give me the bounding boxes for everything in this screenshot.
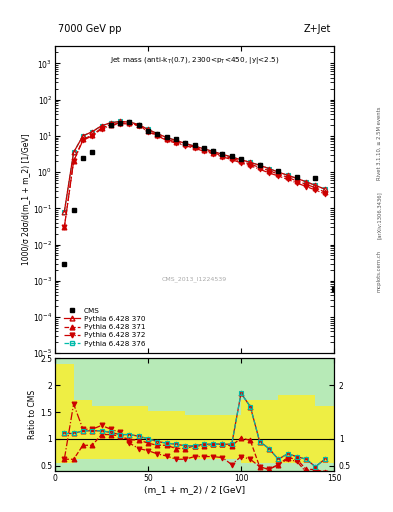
Y-axis label: 1000/σ 2dσ/d(m_1 + m_2) [1/GeV]: 1000/σ 2dσ/d(m_1 + m_2) [1/GeV] (21, 134, 30, 266)
Bar (111, 406, 148, 459)
Text: Rivet 3.1.10, ≥ 2.5M events: Rivet 3.1.10, ≥ 2.5M events (377, 106, 382, 180)
Legend: CMS, Pythia 6.428 370, Pythia 6.428 371, Pythia 6.428 372, Pythia 6.428 376: CMS, Pythia 6.428 370, Pythia 6.428 371,… (64, 308, 145, 347)
Bar (55, 364, 73, 463)
CMS (294, 174, 299, 180)
CMS (239, 156, 243, 162)
Text: mcplots.cern.ch: mcplots.cern.ch (377, 250, 382, 292)
CMS (257, 162, 262, 168)
CMS (332, 286, 336, 292)
CMS (108, 122, 113, 128)
Text: CMS_2013_I1224539: CMS_2013_I1224539 (162, 276, 227, 282)
CMS (90, 150, 95, 156)
Bar (55, 358, 334, 471)
CMS (136, 122, 141, 128)
Line: CMS: CMS (62, 120, 336, 291)
CMS (211, 148, 215, 154)
CMS (62, 261, 67, 267)
X-axis label: (m_1 + m_2) / 2 [GeV]: (m_1 + m_2) / 2 [GeV] (144, 485, 245, 495)
Bar (278, 395, 316, 463)
Text: [arXiv:1306.3436]: [arXiv:1306.3436] (377, 191, 382, 239)
Bar (316, 406, 334, 463)
CMS (183, 140, 187, 146)
Bar (73, 400, 92, 459)
Bar (241, 400, 278, 463)
CMS (230, 153, 234, 159)
CMS (155, 131, 160, 137)
CMS (118, 120, 123, 126)
CMS (220, 151, 225, 157)
Text: 7000 GeV pp: 7000 GeV pp (58, 24, 121, 34)
CMS (174, 136, 178, 142)
Bar (185, 415, 241, 459)
CMS (202, 145, 206, 152)
Y-axis label: Ratio to CMS: Ratio to CMS (28, 390, 37, 439)
CMS (276, 167, 281, 174)
CMS (127, 119, 132, 125)
CMS (146, 128, 151, 134)
Text: Jet mass (anti-k$_\mathrm{T}$(0.7), 2300<p$_\mathrm{T}$<450, |y|<2.5): Jet mass (anti-k$_\mathrm{T}$(0.7), 2300… (110, 55, 279, 66)
CMS (313, 175, 318, 181)
CMS (71, 207, 76, 213)
CMS (164, 134, 169, 140)
Text: Z+Jet: Z+Jet (304, 24, 331, 34)
Bar (92, 406, 111, 459)
CMS (81, 155, 85, 161)
Bar (148, 411, 185, 459)
CMS (192, 142, 197, 148)
